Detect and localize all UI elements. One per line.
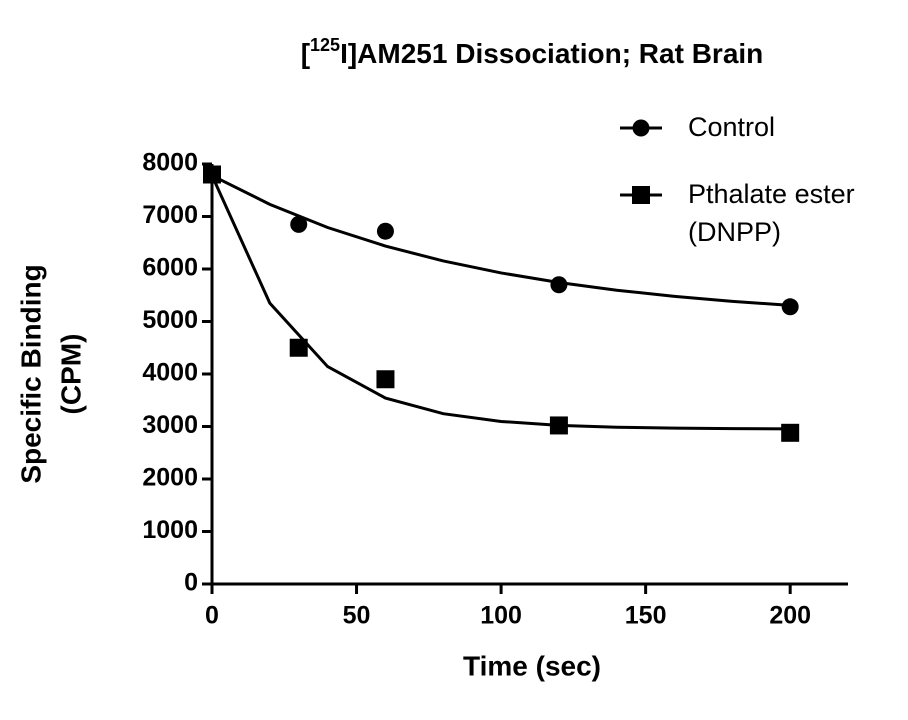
marker-circle bbox=[550, 276, 568, 294]
marker-square bbox=[376, 370, 395, 389]
marker-square bbox=[549, 416, 568, 435]
y-axis-label-line: (CPM) bbox=[55, 334, 86, 415]
y-tick-label: 6000 bbox=[142, 254, 198, 282]
y-tick-label: 8000 bbox=[142, 149, 198, 177]
y-tick-label: 1000 bbox=[142, 516, 198, 544]
marker-square bbox=[632, 186, 650, 204]
x-tick-label: 0 bbox=[205, 602, 219, 630]
marker-circle bbox=[781, 298, 799, 316]
x-axis-label: Time (sec) bbox=[463, 650, 601, 681]
marker-square bbox=[289, 338, 308, 357]
x-tick-label: 200 bbox=[769, 602, 811, 630]
fit-curve bbox=[211, 174, 791, 307]
marker-circle bbox=[632, 119, 650, 137]
chart-title: [125I]AM251 Dissociation; Rat Brain bbox=[301, 35, 764, 70]
title-superscript: 125 bbox=[310, 35, 340, 55]
y-axis-label-line: Specific Binding bbox=[15, 264, 46, 483]
y-tick-label: 4000 bbox=[142, 359, 198, 387]
title-suffix: I]AM251 Dissociation; Rat Brain bbox=[340, 38, 763, 69]
y-tick-label: 5000 bbox=[142, 306, 198, 334]
y-tick-label: 7000 bbox=[142, 201, 198, 229]
y-tick-label: 3000 bbox=[142, 411, 198, 439]
fit-curve bbox=[210, 174, 791, 431]
legend-entry: Pthalate ester (DNPP) bbox=[688, 179, 855, 247]
x-tick-label: 100 bbox=[480, 602, 522, 630]
y-tick-label: 2000 bbox=[142, 464, 198, 492]
x-tick-label: 50 bbox=[343, 602, 371, 630]
title-prefix: [ bbox=[301, 38, 310, 69]
legend-label: Pthalate ester (DNPP) bbox=[688, 179, 855, 247]
marker-circle bbox=[376, 222, 394, 240]
legend-entry: Control bbox=[688, 112, 776, 142]
x-tick-label: 150 bbox=[625, 602, 667, 630]
marker-square bbox=[203, 165, 221, 184]
y-axis-label: Specific Binding (CPM) bbox=[15, 264, 86, 483]
marker-square bbox=[781, 423, 800, 442]
y-tick-label: 0 bbox=[184, 569, 198, 597]
marker-circle bbox=[290, 215, 308, 233]
legend-label: Control bbox=[688, 112, 776, 142]
